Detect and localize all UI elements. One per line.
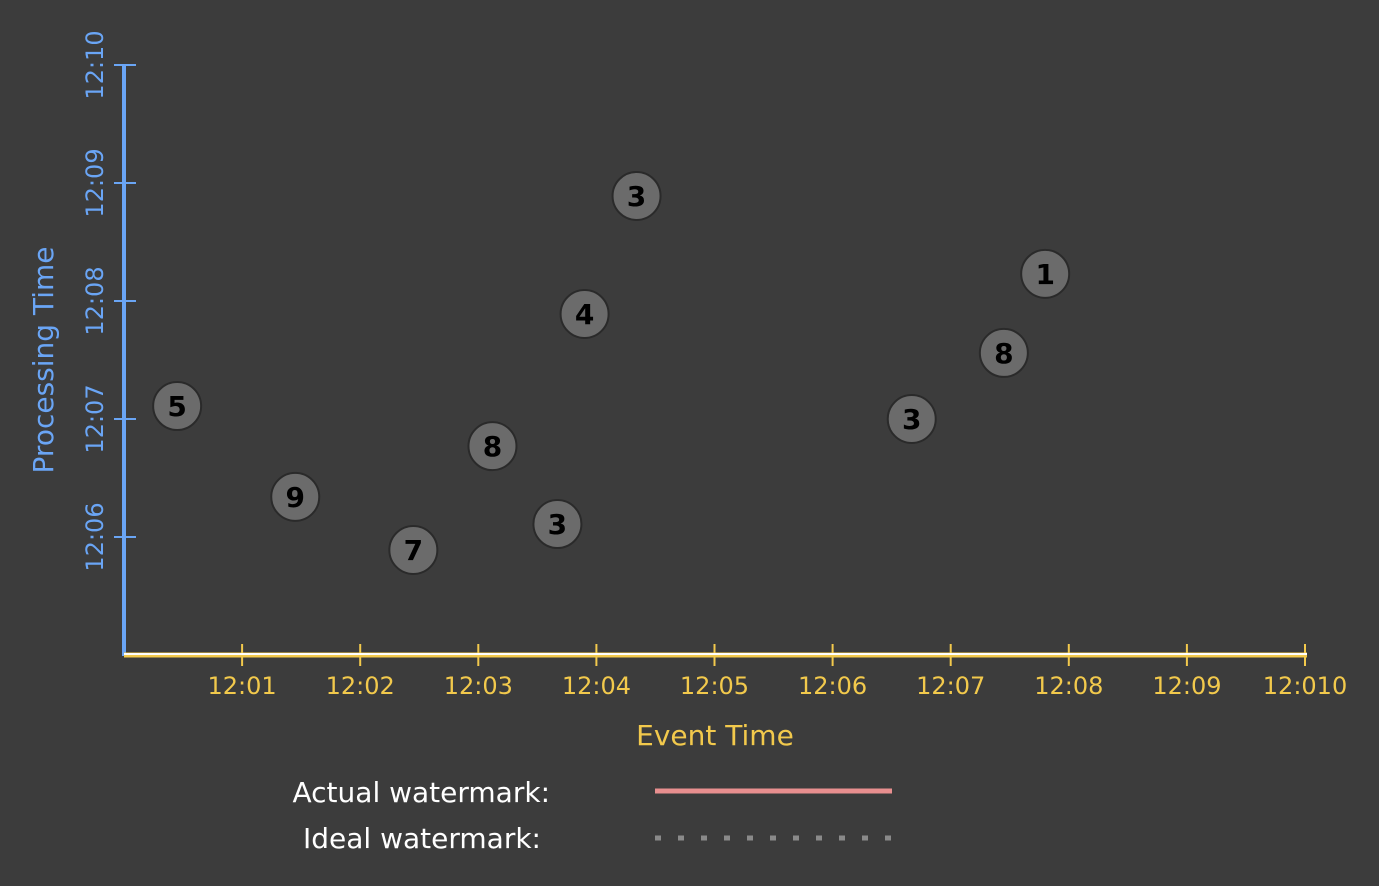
x-tick-label: 12:09 (1152, 672, 1221, 700)
data-point-label: 3 (548, 508, 567, 541)
data-point: 8 (978, 327, 1029, 378)
data-point: 9 (270, 471, 321, 522)
x-tick-label: 12:08 (1034, 672, 1103, 700)
x-tick-label: 12:04 (562, 672, 631, 700)
data-point-label: 3 (902, 403, 921, 436)
data-point-label: 9 (286, 481, 305, 514)
data-point-label: 1 (1035, 258, 1054, 291)
x-tick-label: 12:010 (1263, 672, 1347, 700)
data-point: 7 (388, 524, 439, 575)
data-point: 3 (886, 394, 937, 444)
data-point-circle (611, 170, 662, 221)
data-point-circle (270, 471, 321, 522)
legend-actual-watermark-label: Actual watermark: (293, 776, 551, 809)
x-tick-label: 12:01 (208, 672, 277, 700)
x-tick-label: 12:07 (916, 672, 985, 700)
y-tick-label: 12:08 (81, 266, 109, 335)
x-tick-label: 12:06 (798, 672, 867, 700)
data-point-circle (1020, 248, 1071, 299)
data-point-circle (978, 327, 1029, 378)
data-point-label: 8 (994, 337, 1013, 370)
data-point-circle (152, 381, 203, 432)
y-axis-title: Processing Time (27, 247, 60, 474)
x-tick-label: 12:02 (326, 672, 395, 700)
data-point-label: 4 (575, 298, 594, 331)
y-tick-label: 12:06 (81, 502, 109, 571)
data-point: 3 (532, 499, 583, 550)
data-point-circle (532, 499, 583, 550)
data-point: 3 (611, 170, 662, 221)
data-point-label: 3 (627, 180, 646, 213)
data-point: 1 (1020, 248, 1071, 299)
data-point-circle (388, 524, 439, 575)
data-point-circle (467, 421, 518, 472)
data-point: 8 (467, 421, 518, 472)
data-point-label: 8 (483, 430, 502, 463)
data-point: 5 (152, 381, 203, 432)
x-axis-title: Event Time (636, 719, 794, 752)
data-points: 5 9 7 8 3 4 3 3 8 1 (152, 170, 1071, 575)
x-tick-label: 12:03 (444, 672, 513, 700)
data-point: 4 (559, 288, 610, 339)
legend: Actual watermark: Ideal watermark: (293, 776, 892, 855)
data-point-label: 5 (167, 390, 186, 423)
y-tick-label: 12:09 (81, 148, 109, 217)
y-tick-label: 12:07 (81, 384, 109, 453)
legend-ideal-watermark-label: Ideal watermark: (303, 822, 541, 855)
x-axis-ticks: 12:01 12:02 12:03 12:04 12:05 12:06 12:07 12:08… (208, 644, 1347, 700)
data-point-label: 7 (404, 534, 423, 567)
y-axis-ticks: 12:06 12:07 12:08 12:09 12:10 (81, 30, 136, 572)
x-tick-label: 12:05 (680, 672, 749, 700)
data-point-circle (886, 394, 937, 444)
y-tick-label: 12:10 (81, 30, 109, 99)
data-point-circle (559, 288, 610, 339)
